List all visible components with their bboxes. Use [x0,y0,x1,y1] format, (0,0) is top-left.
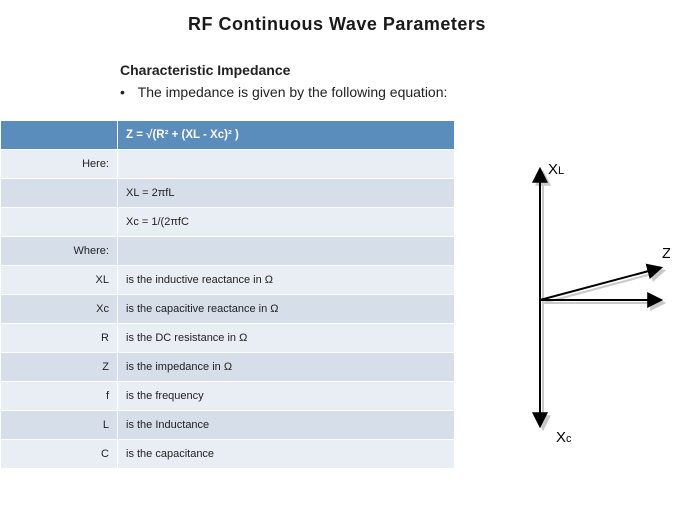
table-header-left [1,121,118,150]
svg-text:Xc: Xc [556,429,572,446]
table-row: Xc is the capacitive reactance in Ω [1,295,455,324]
page-title: RF Continuous Wave Parameters [0,14,674,35]
table-row: Where: [1,237,455,266]
table-cell-left: R [1,324,118,353]
svg-text:XL: XL [548,161,564,178]
table-row: f is the frequency [1,382,455,411]
table-cell-right: Xc = 1/(2πfC [118,208,455,237]
table-row: Here: [1,150,455,179]
table-row: R is the DC resistance in Ω [1,324,455,353]
table-cell-right: is the impedance in Ω [118,353,455,382]
table-cell-right: XL = 2πfL [118,179,455,208]
table-cell-right: is the frequency [118,382,455,411]
table-row: L is the Inductance [1,411,455,440]
table-row: Xc = 1/(2πfC [1,208,455,237]
table-cell-right: is the inductive reactance in Ω [118,266,455,295]
table-row: XL is the inductive reactance in Ω [1,266,455,295]
table-cell-right: is the capacitance [118,440,455,469]
table-cell-right [118,237,455,266]
table-cell-left: f [1,382,118,411]
table-header-right: Z = √(R² + (XL - Xc)² ) [118,121,455,150]
table-cell-left [1,208,118,237]
table-cell-left: XL [1,266,118,295]
bullet-marker: • [120,84,134,100]
impedance-table: Z = √(R² + (XL - Xc)² ) Here: XL = 2πfL … [0,120,455,469]
table-cell-left: L [1,411,118,440]
table-row: XL = 2πfL [1,179,455,208]
bullet-line: • The impedance is given by the followin… [120,84,447,100]
impedance-vector-diagram: XL Xc Z [470,150,670,450]
table-cell-left: Here: [1,150,118,179]
table-cell-left: Where: [1,237,118,266]
table-cell-left [1,179,118,208]
svg-text:Z: Z [662,245,670,262]
section-subtitle: Characteristic Impedance [120,62,290,78]
table-cell-left: C [1,440,118,469]
table-header-row: Z = √(R² + (XL - Xc)² ) [1,121,455,150]
table-cell-right: is the Inductance [118,411,455,440]
table-cell-right [118,150,455,179]
bullet-text: The impedance is given by the following … [138,84,448,100]
table-row: C is the capacitance [1,440,455,469]
table-cell-right: is the capacitive reactance in Ω [118,295,455,324]
table-cell-left: Xc [1,295,118,324]
table-row: Z is the impedance in Ω [1,353,455,382]
table-cell-right: is the DC resistance in Ω [118,324,455,353]
table-cell-left: Z [1,353,118,382]
